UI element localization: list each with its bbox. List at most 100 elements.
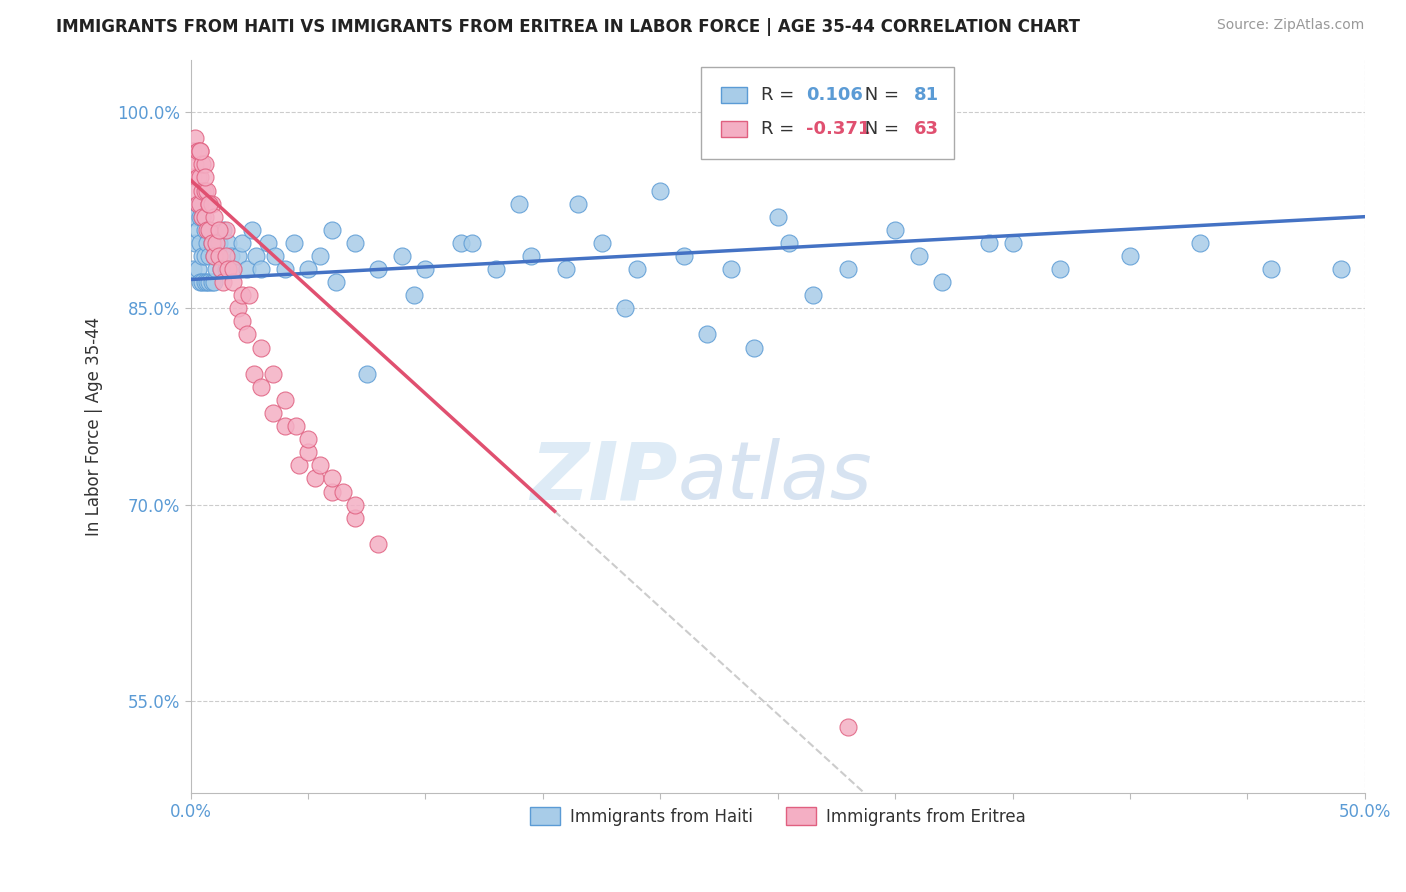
Point [343, 510, 366, 524]
Point [837, 262, 859, 277]
Point [215, 249, 238, 263]
FancyBboxPatch shape [721, 121, 747, 137]
Text: N =: N = [859, 120, 904, 138]
Point [191, 275, 214, 289]
Point [208, 235, 231, 250]
Legend: Immigrants from Haiti, Immigrants from Eritrea: Immigrants from Haiti, Immigrants from E… [520, 797, 1036, 836]
Point [285, 419, 308, 434]
Point [194, 223, 217, 237]
Text: 0.106: 0.106 [806, 86, 863, 103]
Point [262, 367, 284, 381]
Point [250, 341, 273, 355]
Point [391, 249, 413, 263]
Point [297, 262, 319, 277]
Point [194, 249, 217, 263]
Point [297, 445, 319, 459]
Point [402, 288, 425, 302]
Point [801, 288, 824, 302]
Point [591, 235, 613, 250]
Point [766, 210, 789, 224]
Point [194, 275, 217, 289]
Point [198, 223, 221, 237]
Point [485, 262, 508, 277]
Point [226, 301, 249, 316]
Point [1001, 235, 1024, 250]
Point [212, 223, 235, 237]
Point [191, 249, 214, 263]
Point [212, 275, 235, 289]
Point [650, 184, 672, 198]
Point [195, 235, 218, 250]
Point [236, 262, 259, 277]
Point [614, 301, 637, 316]
Point [343, 235, 366, 250]
FancyBboxPatch shape [702, 67, 953, 159]
Point [198, 275, 221, 289]
Point [198, 249, 221, 263]
Point [184, 157, 207, 171]
Point [343, 498, 366, 512]
Point [931, 275, 953, 289]
Point [231, 314, 253, 328]
Point [209, 262, 232, 277]
Text: N =: N = [859, 86, 904, 103]
Point [198, 196, 221, 211]
Point [273, 392, 295, 407]
Point [202, 275, 225, 289]
Point [201, 196, 224, 211]
Point [181, 145, 204, 159]
Point [321, 223, 343, 237]
Point [367, 262, 389, 277]
Point [1119, 249, 1142, 263]
Point [191, 184, 214, 198]
Point [208, 249, 231, 263]
FancyBboxPatch shape [721, 87, 747, 103]
Point [520, 249, 543, 263]
Point [217, 235, 239, 250]
Point [1330, 262, 1353, 277]
Point [308, 249, 330, 263]
Point [201, 235, 224, 250]
Text: IMMIGRANTS FROM HAITI VS IMMIGRANTS FROM ERITREA IN LABOR FORCE | AGE 35-44 CORR: IMMIGRANTS FROM HAITI VS IMMIGRANTS FROM… [56, 18, 1080, 36]
Text: 81: 81 [914, 86, 939, 103]
Point [187, 262, 209, 277]
Point [231, 288, 253, 302]
Point [304, 471, 326, 485]
Point [202, 249, 225, 263]
Point [226, 249, 249, 263]
Point [367, 537, 389, 551]
Point [188, 196, 211, 211]
Point [1049, 262, 1071, 277]
Point [240, 223, 263, 237]
Point [273, 262, 295, 277]
Point [1189, 235, 1212, 250]
Point [188, 170, 211, 185]
Text: Source: ZipAtlas.com: Source: ZipAtlas.com [1216, 18, 1364, 32]
Point [325, 275, 347, 289]
Point [222, 262, 245, 277]
Point [262, 406, 284, 420]
Point [201, 275, 224, 289]
Point [245, 249, 267, 263]
Point [626, 262, 648, 277]
Point [188, 235, 211, 250]
Y-axis label: In Labor Force | Age 35-44: In Labor Force | Age 35-44 [86, 317, 103, 536]
Point [181, 170, 204, 185]
Point [977, 235, 1000, 250]
Point [195, 223, 218, 237]
Point [837, 720, 859, 734]
Point [191, 210, 214, 224]
Point [243, 367, 266, 381]
Point [884, 223, 907, 237]
Point [191, 210, 214, 224]
Point [332, 484, 354, 499]
Point [236, 327, 259, 342]
Text: atlas: atlas [678, 439, 873, 516]
Point [264, 249, 287, 263]
Point [461, 235, 484, 250]
Point [188, 145, 211, 159]
Point [205, 262, 228, 277]
Point [508, 196, 530, 211]
Point [308, 458, 330, 473]
Point [191, 157, 214, 171]
